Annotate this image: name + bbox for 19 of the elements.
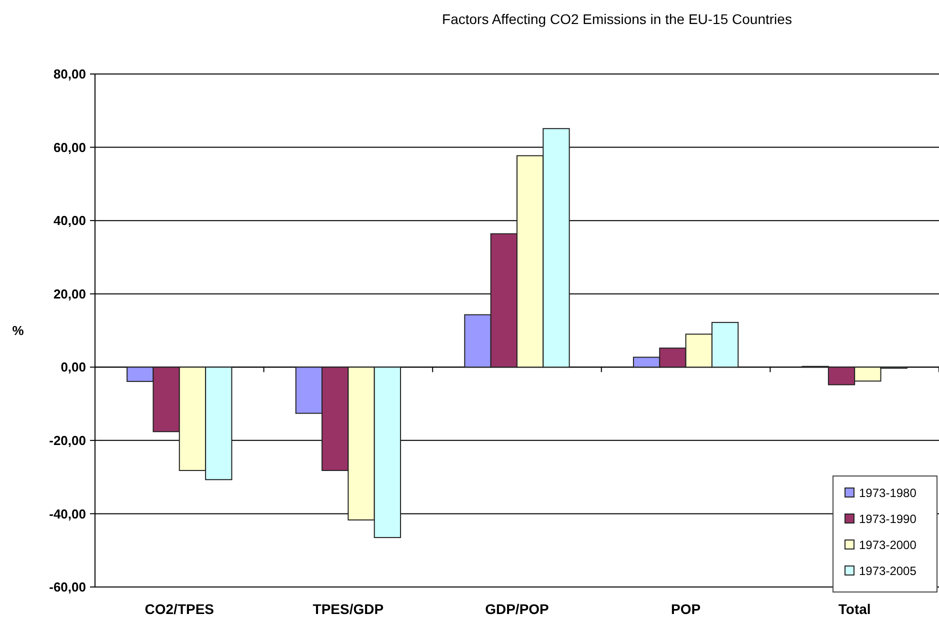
y-tick-label: -40,00: [49, 506, 86, 522]
x-tick-label: GDP/POP: [485, 601, 549, 617]
legend-label: 1973-1980: [859, 486, 917, 500]
x-tick-label: CO2/TPES: [144, 601, 214, 617]
y-tick-label: 60,00: [53, 140, 86, 155]
y-axis-title: %: [12, 323, 24, 338]
y-tick-label: -20,00: [49, 432, 86, 448]
y-tick-label: 80,00: [53, 66, 86, 82]
chart-title: Factors Affecting CO2 Emissions in the EU-15 Countries: [442, 11, 792, 27]
legend-label: 1973-1990: [859, 512, 917, 526]
legend-label: 1973-2000: [859, 538, 917, 552]
legend-label: 1973-2005: [859, 564, 917, 578]
x-tick-label: POP: [671, 601, 701, 617]
x-tick-label: Total: [838, 601, 871, 617]
y-tick-label: 20,00: [53, 286, 86, 302]
y-tick-label: 0,00: [60, 360, 86, 375]
y-tick-label: -60,00: [49, 580, 86, 595]
x-tick-label: TPES/GDP: [312, 601, 384, 617]
y-tick-label: 40,00: [53, 213, 86, 228]
